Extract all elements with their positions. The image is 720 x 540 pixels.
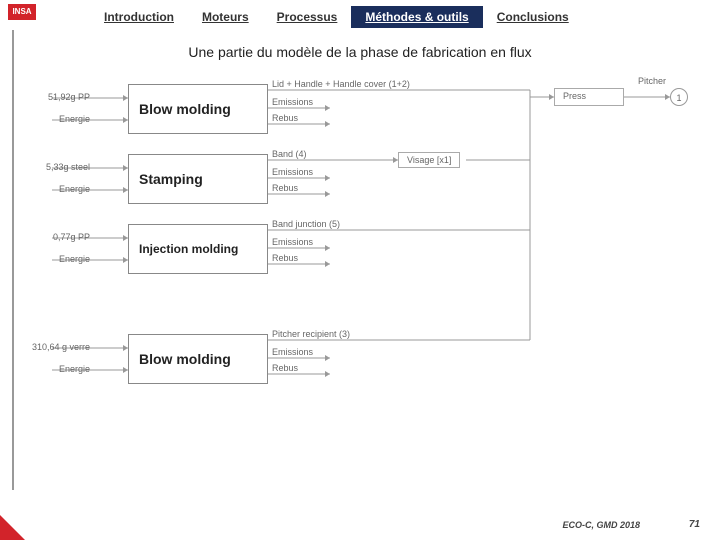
nav-tabs: Introduction Moteurs Processus Méthodes … bbox=[90, 6, 583, 28]
output-label: Rebus bbox=[272, 363, 298, 373]
output-label: Rebus bbox=[272, 253, 298, 263]
input-label: 5,33g steel bbox=[30, 162, 90, 172]
process-box: Stamping bbox=[128, 154, 268, 204]
output-label: Emissions bbox=[272, 167, 313, 177]
output-label: Band (4) bbox=[272, 149, 307, 159]
input-label: 51,92g PP bbox=[30, 92, 90, 102]
output-label: Rebus bbox=[272, 183, 298, 193]
input-label: Energie bbox=[30, 114, 90, 124]
end-node: 1 bbox=[670, 88, 688, 106]
output-label: Band junction (5) bbox=[272, 219, 340, 229]
press-box: Press bbox=[554, 88, 624, 106]
tab-processus[interactable]: Processus bbox=[263, 6, 352, 28]
visage-box: Visage [x1] bbox=[398, 152, 460, 168]
logo-badge: INSA bbox=[8, 4, 36, 20]
output-label: Emissions bbox=[272, 237, 313, 247]
output-label: Lid + Handle + Handle cover (1+2) bbox=[272, 79, 410, 89]
tab-methodes-outils[interactable]: Méthodes & outils bbox=[351, 6, 482, 28]
footer-triangle bbox=[0, 515, 25, 540]
tab-conclusions[interactable]: Conclusions bbox=[483, 6, 583, 28]
flow-diagram: 51,92g PP Energie Blow molding Lid + Handle… bbox=[30, 72, 700, 472]
output-label: Emissions bbox=[272, 347, 313, 357]
output-label: Rebus bbox=[272, 113, 298, 123]
output-label: Emissions bbox=[272, 97, 313, 107]
pitcher-label: Pitcher bbox=[638, 76, 666, 86]
side-divider bbox=[12, 30, 14, 490]
footer-text: ECO-C, GMD 2018 bbox=[562, 520, 640, 530]
input-label: 310,64 g verre bbox=[30, 342, 90, 352]
process-box: Injection molding bbox=[128, 224, 268, 274]
output-label: Pitcher recipient (3) bbox=[272, 329, 350, 339]
input-label: Energie bbox=[30, 254, 90, 264]
subtitle: Une partie du modèle de la phase de fabr… bbox=[188, 44, 531, 60]
input-label: Energie bbox=[30, 364, 90, 374]
logo: INSA bbox=[8, 4, 58, 28]
process-box: Blow molding bbox=[128, 84, 268, 134]
input-label: Energie bbox=[30, 184, 90, 194]
tab-moteurs[interactable]: Moteurs bbox=[188, 6, 263, 28]
page-number: 71 bbox=[689, 519, 700, 530]
tab-introduction[interactable]: Introduction bbox=[90, 6, 188, 28]
input-label: 0,77g PP bbox=[30, 232, 90, 242]
process-box: Blow molding bbox=[128, 334, 268, 384]
